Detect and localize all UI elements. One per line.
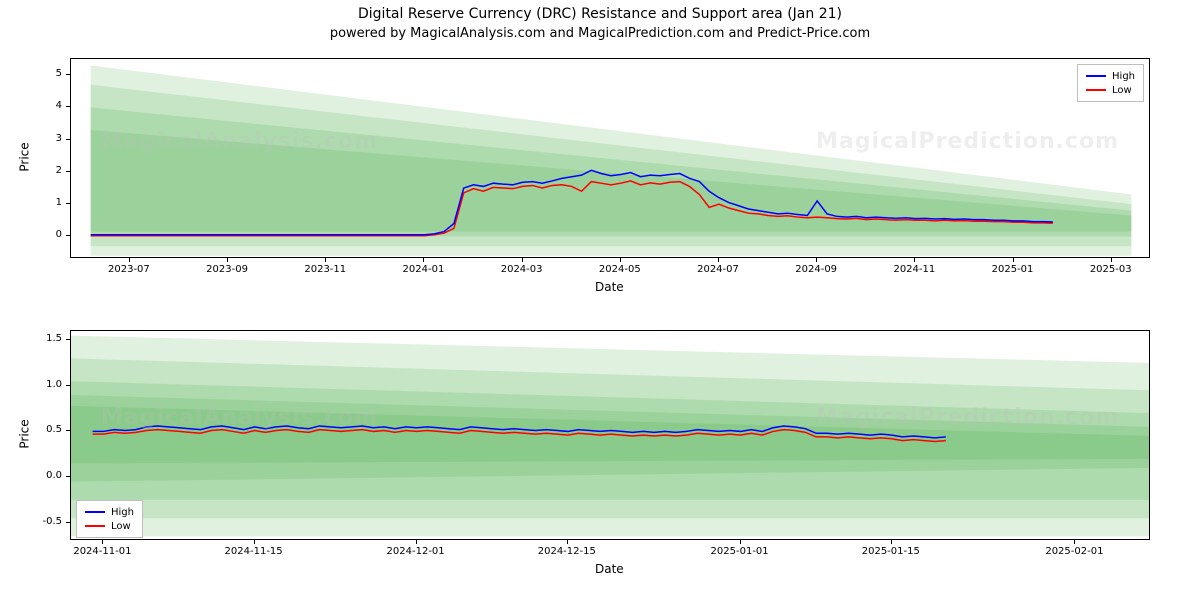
- bottom-chart: MagicalAnalysis.com MagicalPrediction.com…: [0, 0, 1200, 600]
- x-tick-label: 2025-01-15: [856, 546, 926, 557]
- y-tick: [66, 430, 70, 431]
- y-tick-label: 1.0: [22, 379, 62, 390]
- x-tick-label: 2024-11-15: [219, 546, 289, 557]
- x-tick: [416, 540, 417, 544]
- legend-swatch: [85, 511, 105, 513]
- y-tick-label: -0.5: [22, 516, 62, 527]
- x-tick: [102, 540, 103, 544]
- x-tick-label: 2024-12-01: [381, 546, 451, 557]
- x-tick: [740, 540, 741, 544]
- watermark: MagicalPrediction.com: [816, 405, 1119, 430]
- y-tick-label: 0.0: [22, 470, 62, 481]
- x-tick-label: 2024-11-01: [67, 546, 137, 557]
- y-tick: [66, 339, 70, 340]
- y-tick: [66, 476, 70, 477]
- y-tick: [66, 522, 70, 523]
- y-tick: [66, 385, 70, 386]
- legend-label: High: [111, 507, 134, 518]
- y-axis-label: Price: [18, 419, 32, 448]
- y-tick-label: 1.5: [22, 333, 62, 344]
- x-tick: [567, 540, 568, 544]
- plot-area: MagicalAnalysis.com MagicalPrediction.com: [70, 330, 1150, 540]
- legend: High Low: [76, 500, 143, 538]
- legend-swatch: [85, 525, 105, 527]
- x-tick: [891, 540, 892, 544]
- legend-item: High: [85, 505, 134, 519]
- watermark: MagicalAnalysis.com: [101, 405, 378, 430]
- x-tick: [1074, 540, 1075, 544]
- x-tick: [254, 540, 255, 544]
- x-axis-label: Date: [595, 562, 624, 576]
- x-tick-label: 2024-12-15: [532, 546, 602, 557]
- legend-label: Low: [111, 521, 131, 532]
- legend-item: Low: [85, 519, 134, 533]
- x-tick-label: 2025-01-01: [705, 546, 775, 557]
- x-tick-label: 2025-02-01: [1039, 546, 1109, 557]
